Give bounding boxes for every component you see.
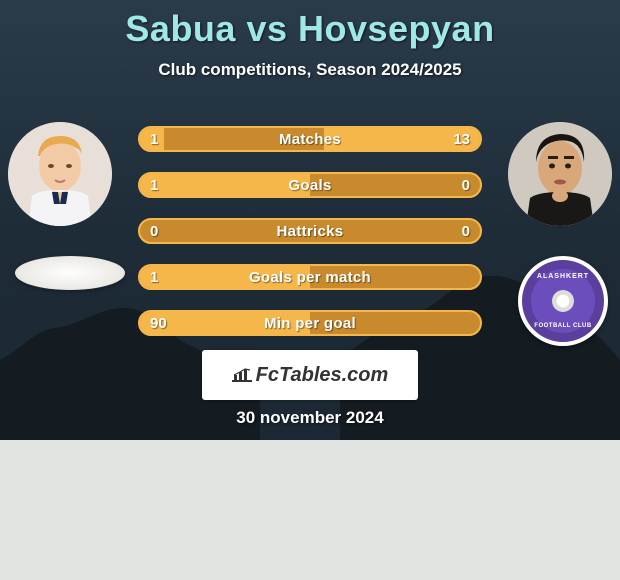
page-title: Sabua vs Hovsepyan bbox=[0, 8, 620, 50]
page-subtitle: Club competitions, Season 2024/2025 bbox=[0, 60, 620, 80]
club-right-badge: ALASHKERT FOOTBALL CLUB bbox=[518, 256, 608, 346]
club-left-badge bbox=[15, 256, 125, 290]
brand-logo[interactable]: FcTables.com bbox=[202, 350, 418, 400]
brand-text: FcTables.com bbox=[256, 364, 389, 387]
lower-panel bbox=[0, 440, 620, 580]
stat-label: Hattricks bbox=[140, 220, 480, 242]
stat-label: Goals bbox=[140, 174, 480, 196]
soccer-ball-icon bbox=[552, 290, 574, 312]
header: Sabua vs Hovsepyan Club competitions, Se… bbox=[0, 0, 620, 80]
stat-bar: 10Goals bbox=[138, 172, 482, 198]
player-left-avatar bbox=[8, 122, 112, 226]
stat-label: Min per goal bbox=[140, 312, 480, 334]
stat-label: Goals per match bbox=[140, 266, 480, 288]
club-right-name: ALASHKERT bbox=[537, 273, 589, 280]
bar-chart-icon bbox=[232, 368, 252, 382]
stat-bar: 00Hattricks bbox=[138, 218, 482, 244]
stat-bar: 90Min per goal bbox=[138, 310, 482, 336]
player-right-avatar bbox=[508, 122, 612, 226]
stat-bar: 1Goals per match bbox=[138, 264, 482, 290]
stat-label: Matches bbox=[140, 128, 480, 150]
comparison-bars: 113Matches 10Goals 00Hattricks 1Goals per m… bbox=[138, 126, 482, 356]
club-right-sub: FOOTBALL CLUB bbox=[534, 323, 591, 329]
date-label: 30 november 2024 bbox=[0, 408, 620, 428]
stat-bar: 113Matches bbox=[138, 126, 482, 152]
